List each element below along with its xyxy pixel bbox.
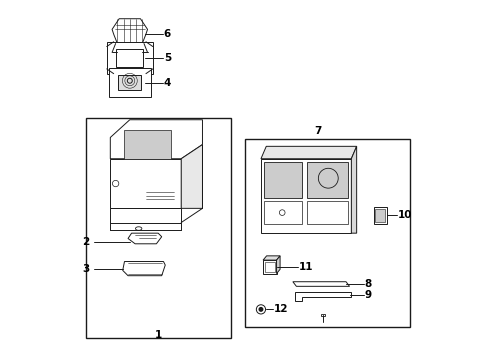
Polygon shape (122, 261, 165, 276)
Polygon shape (261, 146, 357, 159)
Text: 10: 10 (398, 211, 413, 220)
Polygon shape (116, 49, 143, 67)
Bar (321, 314, 325, 316)
Text: 7: 7 (314, 126, 321, 136)
Polygon shape (110, 120, 202, 159)
Polygon shape (263, 260, 276, 274)
Polygon shape (261, 159, 351, 233)
Polygon shape (119, 75, 141, 90)
Text: 4: 4 (164, 77, 171, 87)
Text: 8: 8 (365, 279, 372, 289)
Bar (245, 139, 410, 327)
Bar (124, 130, 171, 159)
Bar (375, 209, 385, 222)
Circle shape (259, 307, 263, 311)
Polygon shape (276, 256, 280, 274)
Polygon shape (263, 256, 280, 260)
Polygon shape (294, 292, 351, 301)
Text: 12: 12 (274, 304, 288, 314)
Polygon shape (110, 159, 181, 208)
Text: 3: 3 (82, 264, 90, 274)
Text: 1: 1 (154, 330, 162, 340)
Text: 2: 2 (82, 237, 90, 247)
Polygon shape (112, 19, 147, 44)
Bar (307, 162, 348, 198)
Bar (265, 201, 302, 224)
Polygon shape (110, 208, 181, 222)
Polygon shape (107, 42, 153, 74)
Polygon shape (293, 282, 349, 286)
Bar (265, 162, 302, 198)
Polygon shape (128, 233, 162, 244)
Bar (265, 262, 275, 272)
Polygon shape (109, 68, 151, 97)
Polygon shape (351, 146, 357, 233)
Polygon shape (181, 145, 202, 208)
Text: 9: 9 (365, 290, 372, 300)
Text: 5: 5 (164, 53, 171, 63)
Bar (374, 207, 387, 224)
Bar (85, 118, 231, 338)
Text: 6: 6 (164, 28, 171, 39)
Bar (307, 201, 348, 224)
Text: 11: 11 (299, 262, 314, 272)
Ellipse shape (135, 227, 142, 230)
